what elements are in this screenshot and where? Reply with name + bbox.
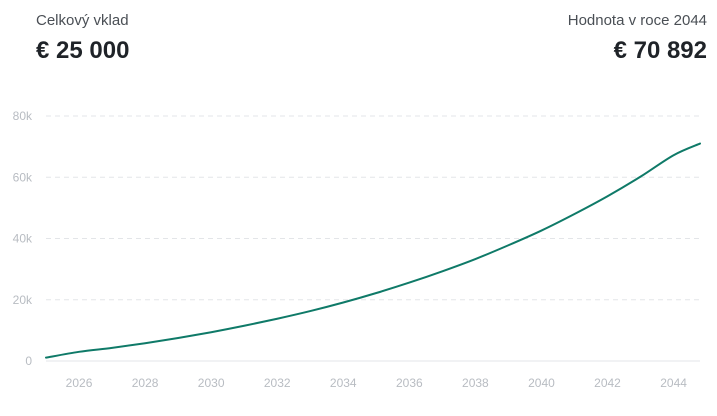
x-tick-label: 2026 xyxy=(66,376,93,390)
grid-lines xyxy=(46,115,700,301)
future-value-amount: € 70 892 xyxy=(613,37,707,64)
y-tick-labels: 0 20k 40k 60k 80k xyxy=(13,109,33,368)
y-tick-label: 60k xyxy=(13,170,33,184)
x-tick-label: 2032 xyxy=(264,376,291,390)
total-deposit-label: Celkový vklad xyxy=(36,12,129,29)
x-tick-label: 2028 xyxy=(132,376,159,390)
future-value: Hodnota v roce 2044 € 70 892 xyxy=(568,12,707,66)
x-tick-label: 2030 xyxy=(198,376,225,390)
x-tick-label: 2036 xyxy=(396,376,423,390)
y-tick-label: 40k xyxy=(13,232,33,246)
future-value-label: Hodnota v roce 2044 xyxy=(567,12,707,29)
total-deposit-value: € 25 000 xyxy=(36,37,130,64)
x-tick-label: 2044 xyxy=(660,376,687,390)
y-tick-label: 80k xyxy=(13,109,33,123)
x-tick-label: 2042 xyxy=(594,376,621,390)
x-tick-labels: 2026 2028 2030 2032 2034 2036 2038 2040 2042 2044 xyxy=(66,376,688,390)
y-tick-label: 0 xyxy=(25,354,32,368)
x-tick-label: 2038 xyxy=(462,376,489,390)
y-tick-label: 20k xyxy=(13,293,33,307)
series xyxy=(45,142,701,359)
x-tick-label: 2040 xyxy=(528,376,555,390)
total-deposit: Celkový vklad € 25 000 xyxy=(36,12,129,66)
x-tick-label: 2034 xyxy=(330,376,357,390)
series-line xyxy=(45,142,701,359)
